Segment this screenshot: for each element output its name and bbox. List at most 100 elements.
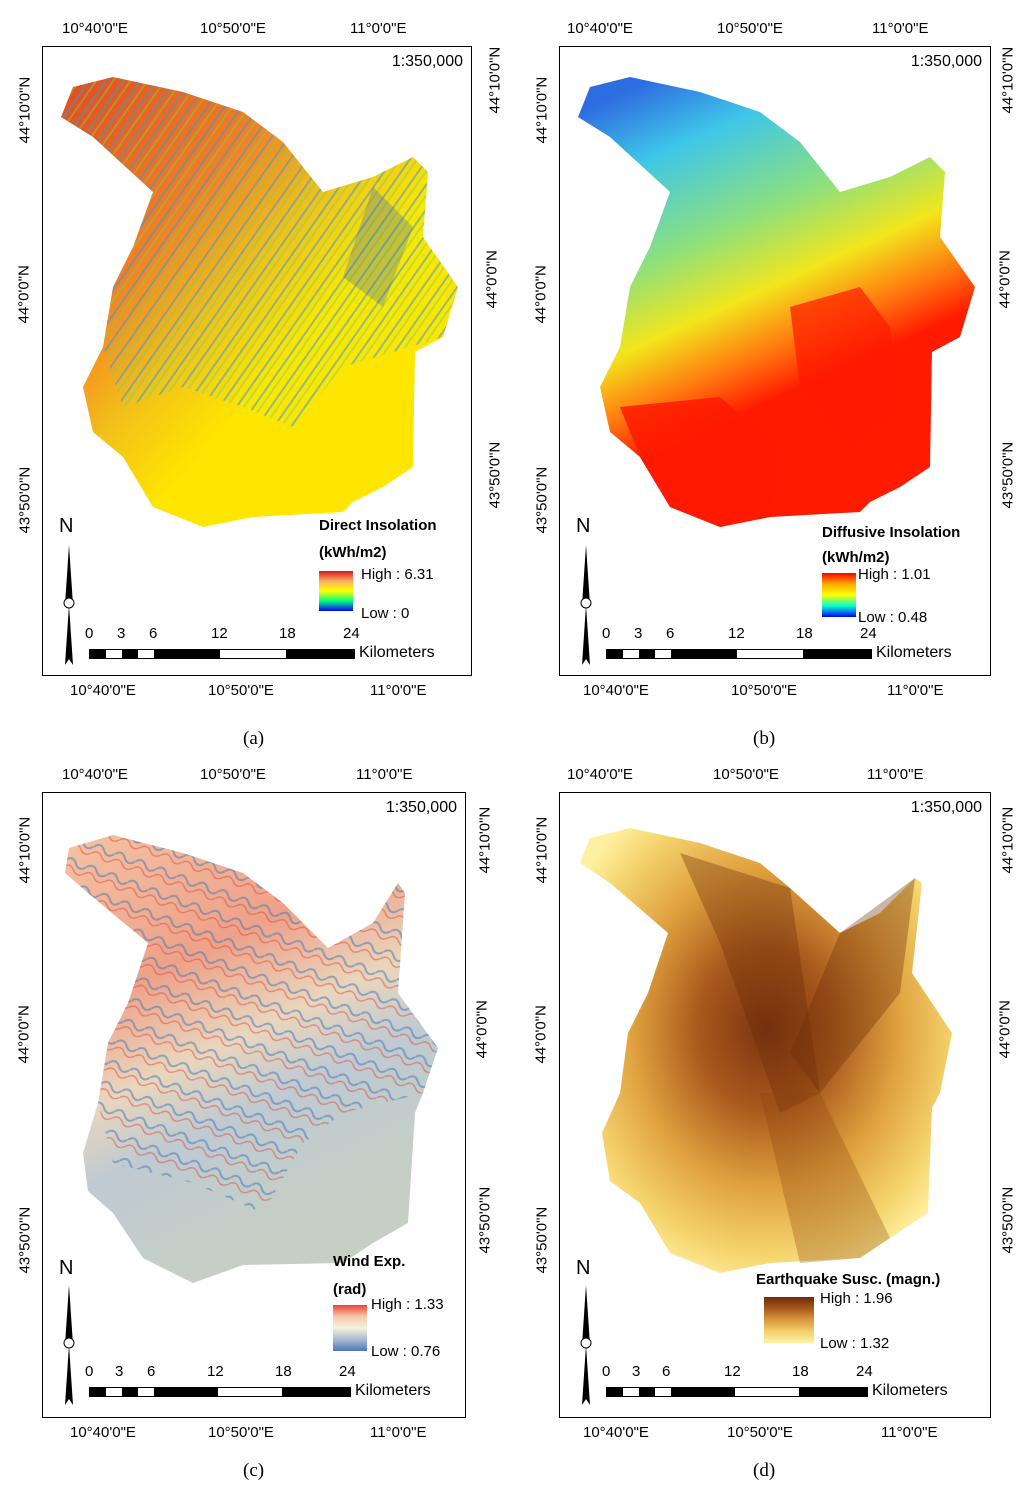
left-tick: 44°0'0"N <box>15 265 33 324</box>
top-tick: 10°40'0"E <box>62 20 128 37</box>
top-tick: 10°50'0"E <box>717 20 783 37</box>
scalebar-label: 0 <box>85 1363 94 1380</box>
right-tick: 43°50'0"N <box>476 1186 494 1254</box>
scalebar-label: 3 <box>115 1363 124 1380</box>
legend-color-ramp <box>319 571 353 611</box>
scalebar-label: 3 <box>117 625 126 642</box>
scalebar-label: 12 <box>211 625 228 642</box>
top-tick: 10°50'0"E <box>200 766 266 783</box>
scalebar-label: 24 <box>860 625 877 642</box>
left-tick: 44°10'0"N <box>16 816 34 884</box>
bottom-tick: 10°40'0"E <box>70 1424 136 1441</box>
right-tick: 43°50'0"N <box>486 441 504 509</box>
scalebar-label: 18 <box>792 1363 809 1380</box>
right-tick: 43°50'0"N <box>999 441 1017 509</box>
scalebar <box>606 1387 868 1397</box>
right-tick: 44°0'0"N <box>996 250 1014 309</box>
bottom-tick: 10°50'0"E <box>727 1424 793 1441</box>
map-panel-d: 10°40'0"E 10°50'0"E 11°0'0"E 44°10'0"N 4… <box>517 760 1035 1500</box>
panel-caption: (c) <box>243 1460 265 1481</box>
legend-unit: (rad) <box>333 1281 367 1298</box>
scalebar-label: 6 <box>662 1363 671 1380</box>
right-tick: 44°10'0"N <box>999 806 1017 874</box>
legend-low: Low : 0.48 <box>858 609 928 626</box>
scalebar-label: 3 <box>634 625 643 642</box>
map-image <box>65 835 438 1283</box>
scalebar <box>89 649 355 659</box>
legend-title: Wind Exp. <box>333 1253 406 1270</box>
scalebar-label: 6 <box>147 1363 156 1380</box>
north-arrow-icon <box>63 545 75 665</box>
legend-color-ramp <box>764 1297 814 1343</box>
scalebar-label: 6 <box>666 625 675 642</box>
legend-unit: (kWh/m2) <box>319 544 387 561</box>
map-image <box>578 77 975 527</box>
legend-high: High : 1.33 <box>371 1296 444 1313</box>
scalebar-label: 3 <box>632 1363 641 1380</box>
left-tick: 44°10'0"N <box>533 816 551 884</box>
left-tick: 44°0'0"N <box>532 1005 550 1064</box>
scalebar-label: 0 <box>602 1363 611 1380</box>
scalebar <box>606 649 872 659</box>
legend-low: Low : 0.76 <box>371 1343 441 1360</box>
scalebar-label: 24 <box>339 1363 356 1380</box>
scalebar-label: 0 <box>602 625 611 642</box>
left-tick: 43°50'0"N <box>16 466 34 534</box>
right-tick: 44°10'0"N <box>476 806 494 874</box>
scalebar-units: Kilometers <box>872 1382 948 1399</box>
legend-unit: (kWh/m2) <box>822 549 890 566</box>
bottom-tick: 11°0'0"E <box>881 1424 938 1441</box>
right-tick: 44°0'0"N <box>483 250 501 309</box>
bottom-tick: 11°0'0"E <box>370 682 427 699</box>
left-tick: 43°50'0"N <box>533 466 551 534</box>
north-arrow-icon <box>580 1285 592 1405</box>
panel-caption: (d) <box>753 1460 776 1481</box>
legend-title: Direct Insolation <box>319 517 437 534</box>
legend-color-ramp <box>333 1305 367 1351</box>
scale-ratio: 1:350,000 <box>910 799 982 816</box>
map-frame: 1:350,000 N Diffusive Insolation (kWh/m2… <box>559 46 991 676</box>
bottom-tick: 10°40'0"E <box>583 682 649 699</box>
panel-caption: (b) <box>753 728 776 749</box>
right-tick: 44°0'0"N <box>996 1000 1014 1059</box>
scale-ratio: 1:350,000 <box>391 53 463 70</box>
scalebar-label: 0 <box>85 625 94 642</box>
top-tick: 10°40'0"E <box>62 766 128 783</box>
bottom-tick: 10°40'0"E <box>70 682 136 699</box>
map-panel-c: 10°40'0"E 10°50'0"E 11°0'0"E 44°10'0"N 4… <box>0 760 517 1500</box>
top-tick: 11°0'0"E <box>867 766 924 783</box>
legend-title: Diffusive Insolation <box>822 524 961 541</box>
bottom-tick: 10°50'0"E <box>208 1424 274 1441</box>
map-panel-b: 10°40'0"E 10°50'0"E 11°0'0"E 44°10'0"N 4… <box>517 0 1035 760</box>
right-tick: 44°0'0"N <box>473 1000 491 1059</box>
scalebar-label: 12 <box>207 1363 224 1380</box>
north-label: N <box>576 515 591 537</box>
bottom-tick: 10°50'0"E <box>208 682 274 699</box>
scalebar-label: 18 <box>279 625 296 642</box>
top-tick: 10°40'0"E <box>567 766 633 783</box>
legend-high: High : 1.01 <box>858 566 931 583</box>
legend-high: High : 6.31 <box>361 566 434 583</box>
scalebar-units: Kilometers <box>876 644 952 661</box>
map-panel-a: 10°40'0"E 10°50'0"E 11°0'0"E 44°10'0"N 4… <box>0 0 517 760</box>
bottom-tick: 10°50'0"E <box>731 682 797 699</box>
legend-title: Earthquake Susc. (magn.) <box>756 1271 941 1288</box>
left-tick: 44°10'0"N <box>16 76 34 144</box>
right-tick: 44°10'0"N <box>999 46 1017 114</box>
legend-color-ramp <box>822 573 856 617</box>
scalebar-units: Kilometers <box>355 1382 431 1399</box>
region-shape <box>580 828 952 1273</box>
top-tick: 11°0'0"E <box>350 20 407 37</box>
scale-ratio: 1:350,000 <box>910 53 982 70</box>
legend-low: Low : 1.32 <box>820 1335 890 1352</box>
map-image <box>61 77 458 527</box>
map-frame: 1:350,000 N Earthquake Susc. (magn.) Hig… <box>559 792 991 1418</box>
scalebar-label: 24 <box>343 625 360 642</box>
map-image <box>580 828 952 1273</box>
top-tick: 10°50'0"E <box>200 20 266 37</box>
scalebar-units: Kilometers <box>359 644 435 661</box>
north-arrow-icon <box>580 545 592 665</box>
bottom-tick: 11°0'0"E <box>887 682 944 699</box>
bottom-tick: 10°40'0"E <box>583 1424 649 1441</box>
top-tick: 11°0'0"E <box>872 20 929 37</box>
